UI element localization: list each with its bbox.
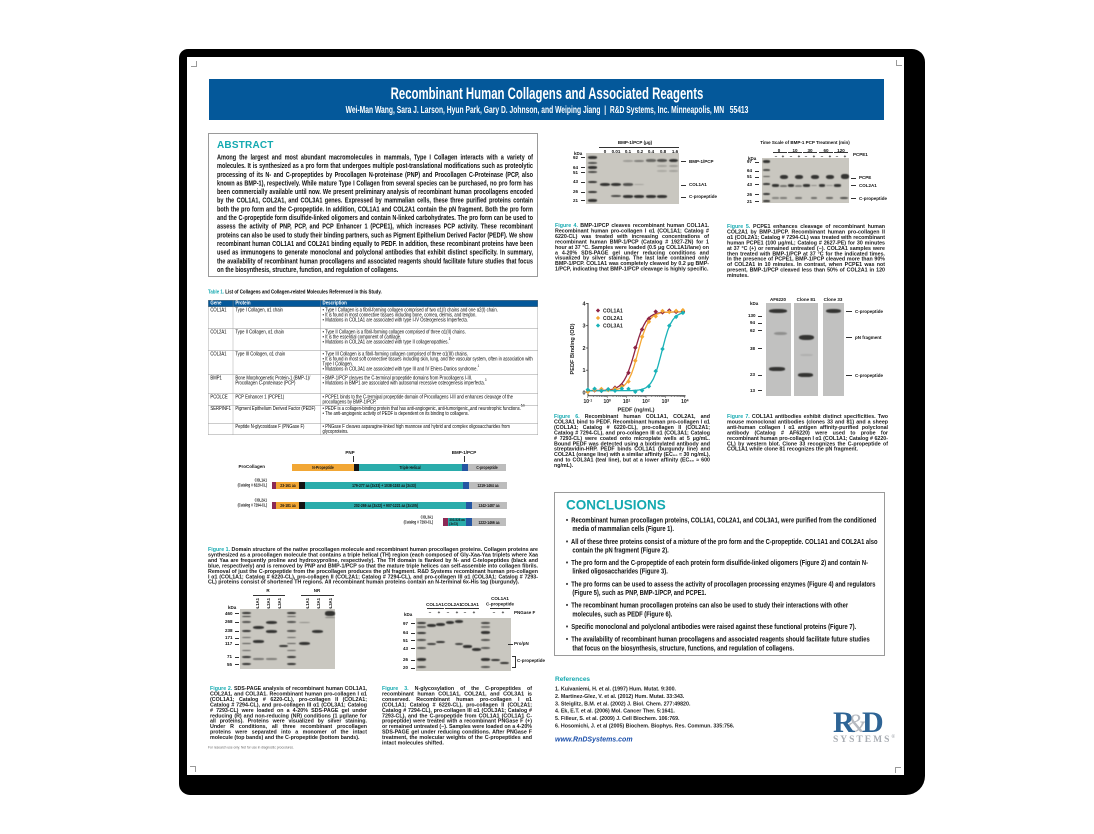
svg-text:PEDF Binding (OD): PEDF Binding (OD) — [570, 323, 576, 374]
svg-text:103: 103 — [662, 398, 670, 405]
svg-text:0: 0 — [583, 391, 586, 397]
svg-text:104: 104 — [681, 398, 689, 405]
svg-text:2: 2 — [583, 346, 586, 352]
svg-text:102: 102 — [642, 398, 650, 405]
svg-text:100: 100 — [603, 398, 611, 405]
svg-text:COL1A1: COL1A1 — [603, 309, 623, 315]
svg-text:COL2A1: COL2A1 — [603, 316, 623, 322]
svg-text:1: 1 — [583, 368, 586, 374]
svg-text:4: 4 — [583, 302, 586, 308]
svg-text:101: 101 — [623, 398, 631, 405]
svg-text:COL3A1: COL3A1 — [603, 324, 623, 330]
svg-text:PEDF (ng/mL): PEDF (ng/mL) — [618, 408, 655, 414]
svg-text:10-1: 10-1 — [584, 398, 593, 405]
svg-text:3: 3 — [583, 324, 586, 330]
